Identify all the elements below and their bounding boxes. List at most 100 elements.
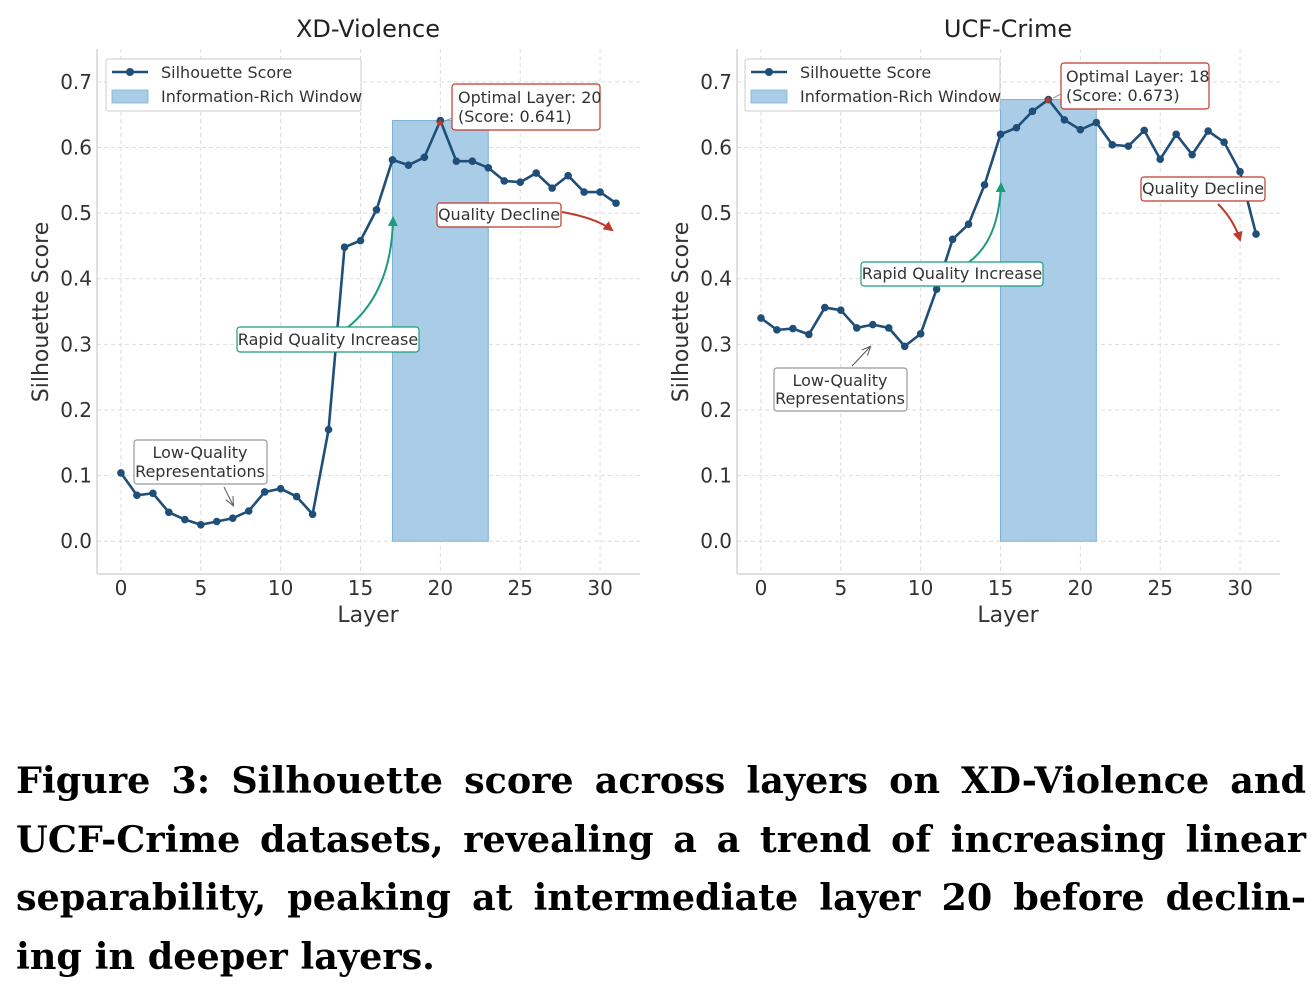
data-point [1156,155,1165,164]
data-point [404,161,413,169]
low-quality-arrow [223,486,233,505]
data-point [821,303,829,312]
data-point [1252,230,1260,238]
y-tick-label: 0.7 [60,70,92,94]
annotation-low-box [773,367,908,412]
y-tick-label: 0.1 [60,464,92,488]
x-tick-label: 10 [268,576,293,600]
legend-label-score: Silhouette Score [161,63,292,82]
decline-arrow [561,211,614,232]
annotation-decline-text: Quality Decline [1142,179,1264,198]
annotation-low-quality: Low-Quality Representations [773,347,908,412]
annotation-optimal-pointer [1052,93,1062,99]
data-point [292,492,301,501]
data-point [276,484,285,493]
data-point [452,157,461,166]
y-tick-label: 0.1 [700,464,732,488]
data-point [197,520,205,529]
annotation-optimal-line2: (Score: 0.673) [1066,86,1180,105]
x-tick-label: 30 [1227,576,1252,600]
annotation-increase-text: Rapid Quality Increase [238,330,418,349]
data-point [580,188,588,196]
x-tick-label: 20 [1068,576,1093,600]
annotation-decline-text: Quality Decline [438,205,560,224]
data-point [1124,142,1133,150]
data-point [612,199,620,208]
information-rich-window [391,120,489,542]
x-tick-label: 0 [755,576,768,600]
y-axis-label: Silhouette Score [29,222,54,402]
annotation-increase-text: Rapid Quality Increase [862,264,1042,283]
legend-window-swatch [750,89,788,104]
x-tick-label: 5 [194,576,207,600]
annotation-optimal: Optimal Layer: 18 (Score: 0.673) ★ [1043,62,1210,110]
y-tick-label: 0.3 [60,332,92,356]
legend-label-window: Information-Rich Window [800,87,1001,106]
x-tick-label: 0 [115,576,128,600]
data-point [548,184,556,192]
annotation-low-quality: Low-Quality Representations [133,439,268,505]
data-point [149,489,157,498]
data-point [420,153,429,162]
data-point [1060,116,1069,124]
data-point [484,163,493,172]
data-point [212,517,221,526]
legend: Silhouette Score Information-Rich Window [105,58,362,112]
optimal-star-icon: ★ [435,116,446,130]
data-point [948,235,957,244]
y-tick-label: 0.5 [60,201,92,225]
data-point [1028,107,1037,116]
y-tick-label: 0.6 [60,135,92,159]
legend-window-swatch [111,89,149,104]
x-tick-label: 30 [587,576,612,600]
legend-marker-swatch [126,68,134,76]
data-point [181,515,189,524]
series-line [760,98,1258,348]
data-point [980,181,989,189]
y-tick-label: 0.4 [60,267,92,291]
optimal-star-icon: ★ [1043,93,1054,107]
data-point [1140,126,1149,135]
annotation-optimal-pointer [444,117,453,122]
y-tick-label: 0.2 [60,398,92,422]
y-tick-label: 0.6 [700,135,732,159]
data-point [884,324,893,332]
annotation-optimal-line1: Optimal Layer: 18 [1066,67,1210,86]
decline-arrow [1217,203,1243,242]
chart-xd-violence: XD-Violence 0 5 10 15 20 25 300.00.10.20.30.40… [29,15,640,628]
data-point [133,491,141,500]
information-rich-window [1000,99,1097,542]
low-quality-arrow [851,347,870,367]
data-point [1188,150,1196,159]
data-point [356,236,365,245]
y-tick-label: 0.2 [700,398,732,422]
increase-arrow [968,182,1006,263]
data-point [564,171,572,180]
data-point [165,508,173,517]
x-axis-label: Layer [337,603,399,628]
data-point [852,324,861,332]
annotation-decline-box [1140,176,1266,202]
data-point [868,320,877,329]
data-point [1012,123,1021,132]
data-point [436,116,445,125]
data-point [372,205,381,214]
data-point [596,188,604,196]
data-point [964,220,973,229]
data-point [516,178,525,187]
annotation-optimal-line2: (Score: 0.641) [458,107,572,126]
data-point [308,510,317,519]
data-point [1092,118,1101,127]
x-tick-label: 15 [348,576,373,600]
data-point [1108,141,1117,149]
chart-title: XD-Violence [296,15,440,43]
chart-title: UCF-Crime [944,15,1072,43]
annotation-low-line2: Representations [775,389,905,408]
annotation-increase: Rapid Quality Increase [860,182,1044,287]
data-point [468,157,477,166]
annotation-optimal: Optimal Layer: 20 (Score: 0.641) ★ [435,83,602,131]
data-point [324,425,333,434]
data-point [500,177,509,185]
axes [96,49,640,575]
x-tick-label: 15 [988,576,1013,600]
